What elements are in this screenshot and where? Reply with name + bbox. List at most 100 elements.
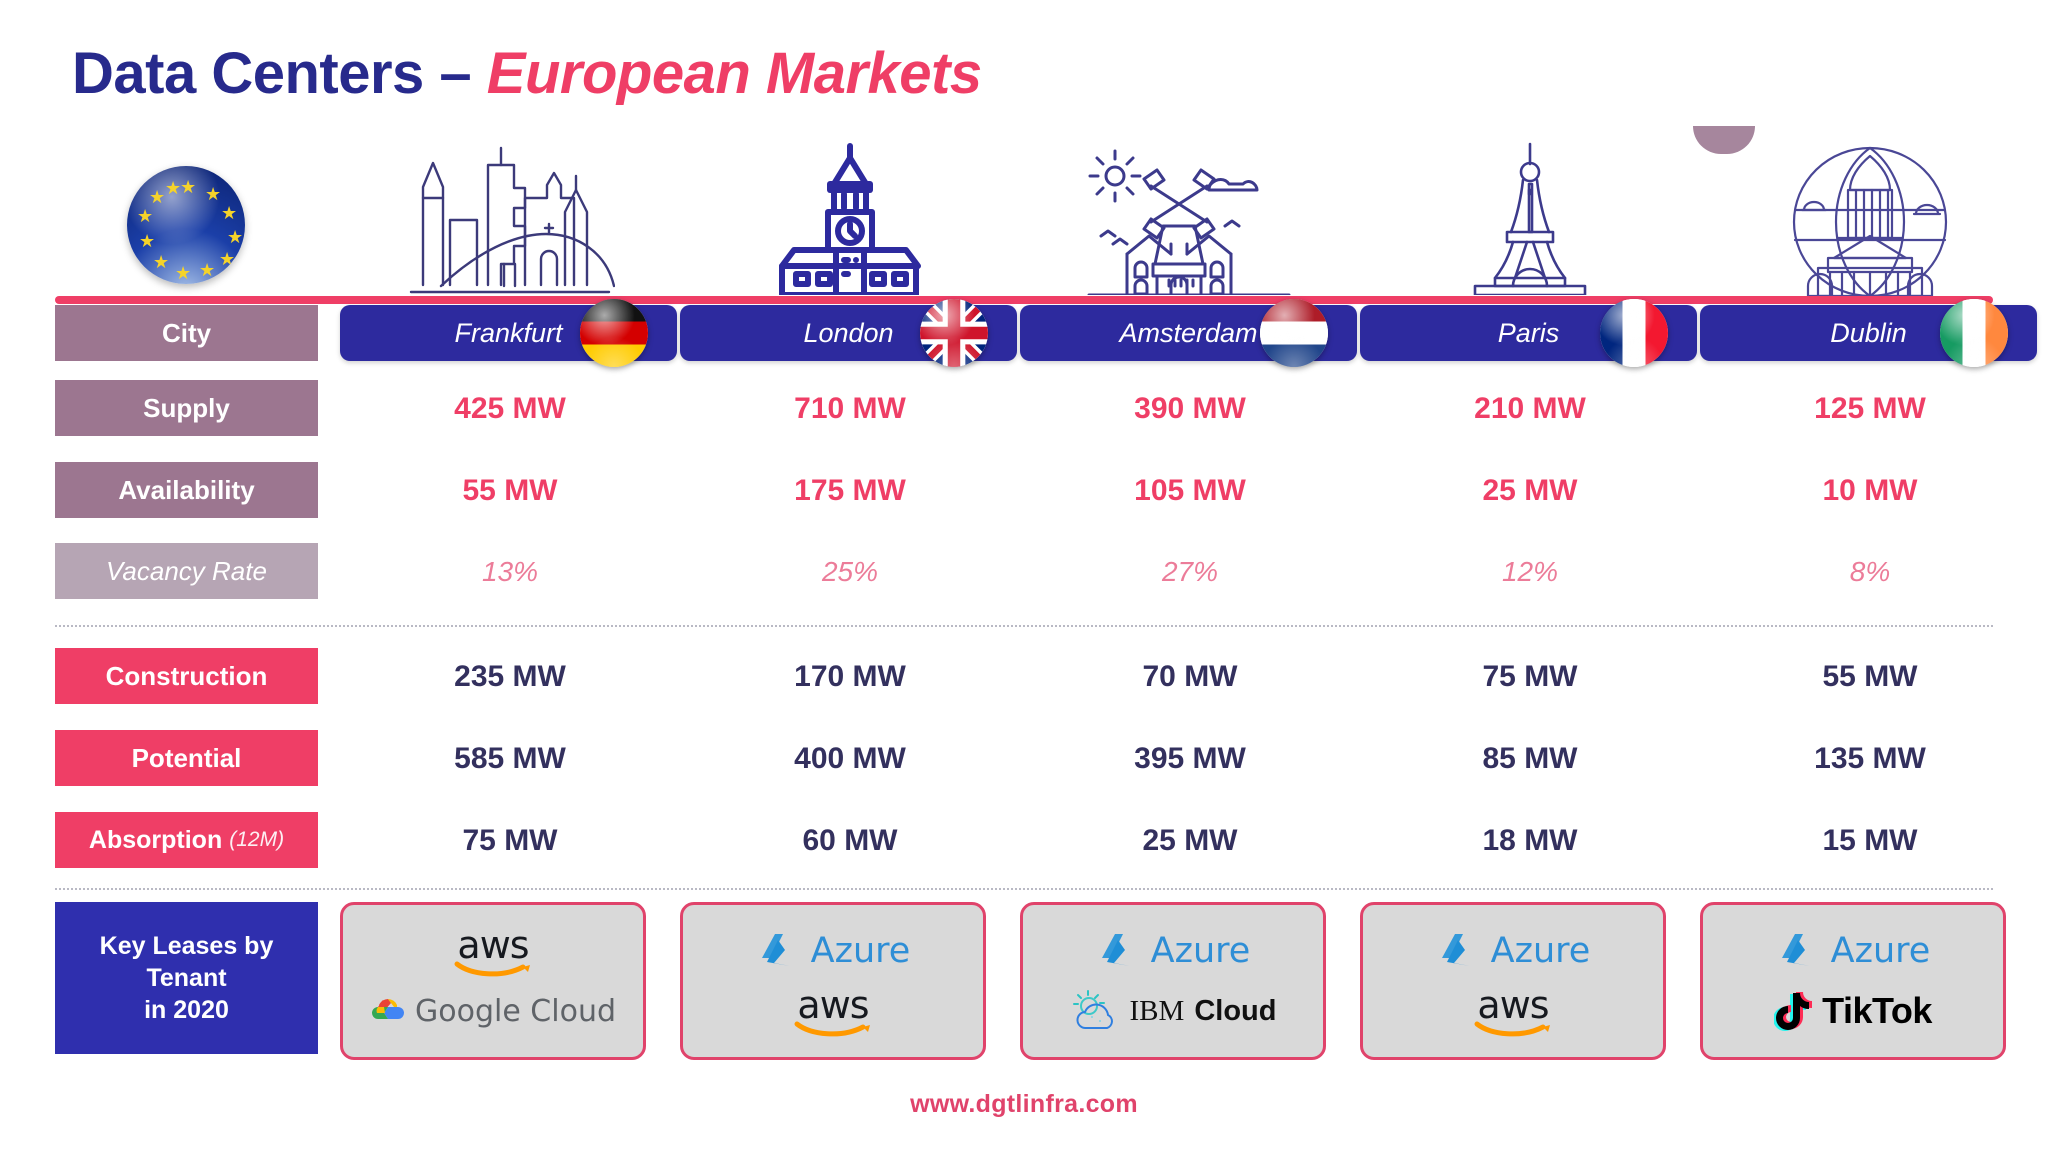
cell-availability-paris: 25 MW bbox=[1482, 474, 1578, 507]
cell-availability-amsterdam: 105 MW bbox=[1134, 474, 1246, 507]
azure-icon bbox=[761, 934, 790, 966]
section-divider-1 bbox=[55, 625, 1993, 627]
tenant-card-frankfurt[interactable]: aws Google Cloud bbox=[340, 902, 646, 1060]
cell-supply-paris: 210 MW bbox=[1474, 392, 1586, 425]
cell-construction-amsterdam: 70 MW bbox=[1142, 660, 1238, 693]
row-label-city: City bbox=[55, 305, 318, 361]
big-ben-icon bbox=[680, 140, 1020, 300]
tiktok-logo: TikTok bbox=[1774, 983, 1935, 1039]
cell-supply-london: 710 MW bbox=[794, 392, 906, 425]
cell-potential-paris: 85 MW bbox=[1482, 742, 1578, 775]
ireland-flag-icon bbox=[1940, 299, 2008, 367]
cell-availability-frankfurt: 55 MW bbox=[462, 474, 558, 507]
cell-absorption-london: 60 MW bbox=[802, 824, 898, 857]
cell-supply-frankfurt: 425 MW bbox=[454, 392, 566, 425]
aws-logo: aws bbox=[794, 983, 872, 1039]
city-name: Frankfurt bbox=[454, 317, 563, 348]
germany-flag-icon bbox=[580, 299, 648, 367]
row-label-absorption-suffix: (12M) bbox=[229, 828, 285, 851]
aws-wordmark: aws bbox=[797, 982, 869, 1027]
azure-icon bbox=[1441, 934, 1470, 966]
cell-vacancy-amsterdam: 27% bbox=[1161, 556, 1219, 587]
azure-logo: Azure bbox=[1096, 923, 1251, 979]
cell-absorption-frankfurt: 75 MW bbox=[462, 824, 558, 857]
cell-supply-dublin: 125 MW bbox=[1814, 392, 1926, 425]
aws-logo: aws bbox=[454, 923, 532, 979]
accent-rule bbox=[55, 296, 1993, 304]
cell-construction-frankfurt: 235 MW bbox=[454, 660, 566, 693]
city-name: Paris bbox=[1497, 317, 1560, 348]
ibm-cloud-icon bbox=[1072, 990, 1113, 1029]
row-label-absorption-text: Absorption bbox=[88, 825, 223, 854]
city-name: London bbox=[803, 317, 894, 348]
key-leases-line2: Tenant bbox=[146, 964, 227, 992]
aws-logo: aws bbox=[1474, 983, 1552, 1039]
cell-absorption-amsterdam: 25 MW bbox=[1142, 824, 1238, 857]
cell-availability-dublin: 10 MW bbox=[1822, 474, 1918, 507]
cell-potential-london: 400 MW bbox=[794, 742, 906, 775]
key-leases-line1: Key Leases by bbox=[99, 932, 274, 960]
european-union-flag-icon: ★ ★ ★ ★ ★ ★ ★ ★ ★ ★ ★ ★ bbox=[127, 166, 245, 284]
google-cloud-logo: Google Cloud bbox=[370, 983, 616, 1039]
cell-vacancy-dublin: 8% bbox=[1849, 556, 1891, 587]
tiktok-note-icon bbox=[1774, 992, 1813, 1031]
page-title-part2: European Markets bbox=[486, 41, 982, 106]
azure-icon bbox=[1101, 934, 1130, 966]
azure-wordmark: Azure bbox=[1150, 931, 1251, 971]
page-title: Data Centers – European Markets bbox=[72, 40, 982, 107]
page-title-part1: Data Centers – bbox=[72, 41, 487, 106]
city-name: Dublin bbox=[1830, 317, 1907, 348]
tenant-card-dublin[interactable]: Azure TikTok bbox=[1700, 902, 2006, 1060]
cell-absorption-paris: 18 MW bbox=[1482, 824, 1578, 857]
cell-vacancy-frankfurt: 13% bbox=[481, 556, 539, 587]
azure-icon bbox=[1781, 934, 1810, 966]
tenant-card-london[interactable]: Azure aws bbox=[680, 902, 986, 1060]
row-label-construction: Construction bbox=[55, 648, 318, 704]
aws-wordmark: aws bbox=[1477, 982, 1549, 1027]
amazon-smile-icon bbox=[794, 1021, 870, 1036]
cell-vacancy-london: 25% bbox=[821, 556, 879, 587]
united-kingdom-flag-icon bbox=[920, 299, 988, 367]
cell-construction-dublin: 55 MW bbox=[1822, 660, 1918, 693]
eiffel-tower-icon bbox=[1360, 140, 1700, 300]
section-divider-2 bbox=[55, 888, 1993, 890]
tenant-card-paris[interactable]: Azure aws bbox=[1360, 902, 1666, 1060]
aws-wordmark: aws bbox=[457, 922, 529, 967]
cell-construction-london: 170 MW bbox=[794, 660, 906, 693]
azure-wordmark: Azure bbox=[810, 931, 911, 971]
footer-url[interactable]: www.dgtlinfra.com bbox=[910, 1090, 1138, 1118]
custom-house-icon bbox=[1700, 140, 2040, 300]
cell-availability-london: 175 MW bbox=[794, 474, 906, 507]
ibm-cloud-wordmark: Cloud bbox=[1194, 994, 1277, 1027]
netherlands-flag-icon bbox=[1260, 299, 1328, 367]
cell-potential-frankfurt: 585 MW bbox=[454, 742, 566, 775]
cell-potential-amsterdam: 395 MW bbox=[1134, 742, 1246, 775]
azure-logo: Azure bbox=[1436, 923, 1591, 979]
cell-supply-amsterdam: 390 MW bbox=[1134, 392, 1246, 425]
france-flag-icon bbox=[1600, 299, 1668, 367]
ibm-cloud-logo: IBM Cloud bbox=[1070, 983, 1277, 1039]
google-cloud-wordmark: Google Cloud bbox=[414, 993, 617, 1029]
key-leases-line3: in 2020 bbox=[144, 996, 229, 1024]
azure-wordmark: Azure bbox=[1830, 931, 1931, 971]
row-label-availability: Availability bbox=[55, 462, 318, 518]
row-label-vacancy-rate: Vacancy Rate bbox=[55, 543, 318, 599]
key-leases-label: Key Leases by Tenant in 2020 bbox=[55, 902, 318, 1054]
amazon-smile-icon bbox=[454, 961, 530, 976]
google-cloud-icon bbox=[371, 999, 404, 1019]
amazon-smile-icon bbox=[1474, 1021, 1550, 1036]
windmill-icon bbox=[1020, 140, 1360, 300]
tiktok-wordmark: TikTok bbox=[1819, 989, 1934, 1033]
cell-absorption-dublin: 15 MW bbox=[1822, 824, 1918, 857]
row-label-absorption: Absorption (12M) bbox=[55, 812, 318, 868]
azure-wordmark: Azure bbox=[1490, 931, 1591, 971]
row-label-supply: Supply bbox=[55, 380, 318, 436]
cell-vacancy-paris: 12% bbox=[1501, 556, 1559, 587]
city-name: Amsterdam bbox=[1119, 317, 1258, 348]
cell-construction-paris: 75 MW bbox=[1482, 660, 1578, 693]
ibm-wordmark: IBM bbox=[1129, 994, 1185, 1027]
azure-logo: Azure bbox=[756, 923, 911, 979]
azure-logo: Azure bbox=[1776, 923, 1931, 979]
tenant-card-amsterdam[interactable]: Azure IBM Cloud bbox=[1020, 902, 1326, 1060]
